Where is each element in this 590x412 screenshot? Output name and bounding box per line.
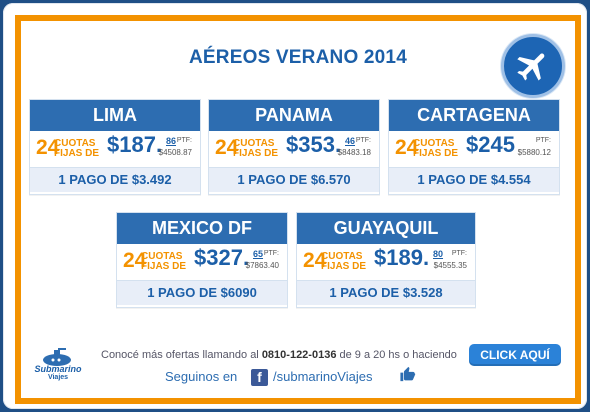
orange-border-bottom <box>15 398 581 404</box>
ptf-label: PTF: <box>355 137 371 144</box>
quota-count: 24 <box>303 249 327 272</box>
quota-label: CUOTAS FIJAS DE <box>54 138 100 159</box>
social-handle[interactable]: /submarinoViajes <box>273 369 373 384</box>
quota-count: 24 <box>123 249 147 272</box>
quota-count: 24 <box>36 136 60 159</box>
single-payment: 1 PAGO DE $6.570 <box>209 167 379 192</box>
submarino-logo <box>43 348 71 366</box>
ptf-value: $8483.18 <box>337 148 371 157</box>
quota-label: CUOTAS FIJAS DE <box>141 251 187 272</box>
ptf-value: $4555.35 <box>433 261 467 270</box>
ad-banner: AÉREOS VERANO 2014 LIMA 24 CUOTAS FIJAS D… <box>3 3 587 409</box>
offer-card-lima[interactable]: LIMA 24 CUOTAS FIJAS DE $187. 86 PTF: $45… <box>29 99 201 195</box>
quota-label: CUOTAS FIJAS DE <box>413 138 459 159</box>
page-title: AÉREOS VERANO 2014 <box>189 47 407 68</box>
click-here-button[interactable]: CLICK AQUÍ <box>469 344 561 366</box>
orange-border-left <box>15 15 21 404</box>
offer-card-panama[interactable]: PANAMA 24 CUOTAS FIJAS DE $353. 46 PTF: $… <box>208 99 380 195</box>
contact-info: Conocé más ofertas llamando al 0810-122-… <box>101 349 457 361</box>
ptf-value: $7863.40 <box>245 261 279 270</box>
card-city: LIMA <box>30 100 200 131</box>
airplane-icon <box>501 34 565 98</box>
ptf-label: PTF: <box>535 137 551 144</box>
installment-price: $187. <box>107 132 163 157</box>
ptf-label: PTF: <box>451 250 467 257</box>
orange-border-right <box>575 15 581 404</box>
ptf-label: PTF: <box>176 137 192 144</box>
quota-count: 24 <box>215 136 239 159</box>
installment-cents: 86 <box>166 136 177 146</box>
installment-price: $245 <box>466 132 515 157</box>
quota-label: CUOTAS FIJAS DE <box>233 138 279 159</box>
brand-subtitle: Viajes <box>47 374 69 381</box>
installment-cents: 46 <box>345 136 356 146</box>
installment-price: $189. <box>374 245 430 270</box>
single-payment: 1 PAGO DE $6090 <box>117 280 287 305</box>
single-payment: 1 PAGO DE $3.528 <box>297 280 475 305</box>
social-follow-text: Seguinos en <box>165 369 238 384</box>
orange-border-top <box>15 15 581 21</box>
card-city: CARTAGENA <box>389 100 559 131</box>
single-payment: 1 PAGO DE $4.554 <box>389 167 559 192</box>
offer-card-mexico-df[interactable]: MEXICO DF 24 CUOTAS FIJAS DE $327. 65 PTF… <box>116 212 288 308</box>
single-payment: 1 PAGO DE $3.492 <box>30 167 200 192</box>
brand-name: Submarino <box>34 364 82 374</box>
card-city: MEXICO DF <box>117 213 287 244</box>
card-city: PANAMA <box>209 100 379 131</box>
ptf-label: PTF: <box>263 250 279 257</box>
installment-cents: 80 <box>433 249 444 259</box>
installment-cents: 65 <box>253 249 264 259</box>
card-city: GUAYAQUIL <box>297 213 475 244</box>
offer-card-guayaquil[interactable]: GUAYAQUIL 24 CUOTAS FIJAS DE $189. 80 PTF… <box>296 212 476 308</box>
thumbs-up-icon[interactable] <box>399 364 416 384</box>
quota-count: 24 <box>395 136 419 159</box>
ptf-value: $4508.87 <box>158 148 192 157</box>
quota-label: CUOTAS FIJAS DE <box>321 251 367 272</box>
ptf-value: $5880.12 <box>517 148 551 157</box>
facebook-icon[interactable]: f <box>251 369 268 386</box>
installment-price: $353. <box>286 132 342 157</box>
offer-card-cartagena[interactable]: CARTAGENA 24 CUOTAS FIJAS DE $245 PTF: $5… <box>388 99 560 195</box>
content-panel <box>21 21 575 398</box>
installment-price: $327. <box>194 245 250 270</box>
